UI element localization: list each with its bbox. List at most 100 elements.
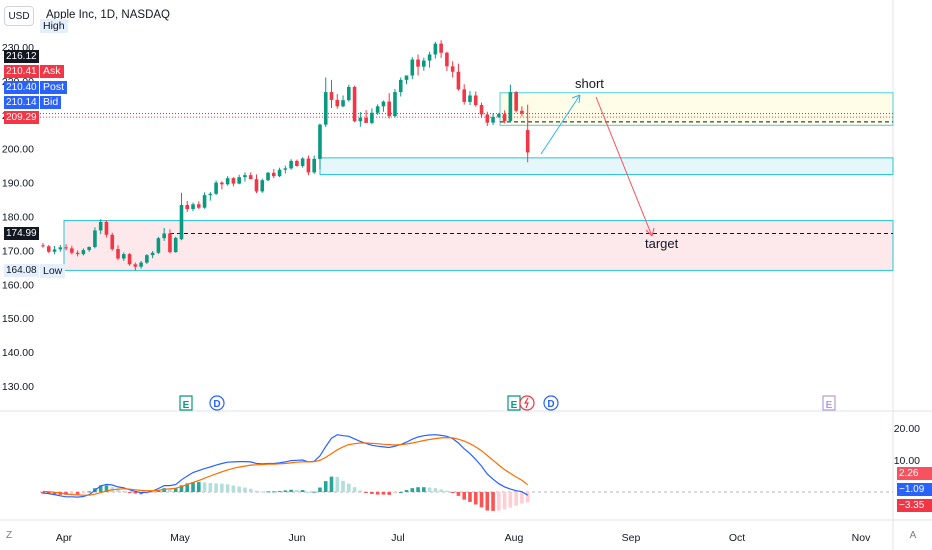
macd-hist-bar [168,488,172,492]
candle [133,262,138,271]
auto-scale-button[interactable]: A [909,530,917,541]
candle [520,106,524,117]
candle-body [266,172,270,181]
candle [352,85,357,123]
candle [445,51,449,72]
candle [312,155,316,174]
price-tick-label: 170.00 [2,245,34,257]
candle [150,251,155,259]
candle [491,113,495,125]
dividend-marker-circle [543,395,559,411]
candle-body [231,178,236,184]
earnings-marker-upcoming: E [822,395,836,411]
candle-body [491,116,495,123]
candle-body [364,117,368,123]
candle [318,123,322,170]
candle [237,174,241,185]
high-price-label: 216.12 [4,50,39,63]
macd-hist-bar [468,492,472,502]
time-axis: Apr May Jun Jul Aug Sep Oct Nov [56,532,871,544]
candle-body [202,195,207,208]
split-marker [519,395,535,411]
candle [196,201,201,210]
candle [139,260,143,269]
annot-layer: short target E E E D D [179,76,836,411]
candle [41,242,45,248]
candle [156,236,161,255]
macd-diff-badge: −3.35 [897,499,932,512]
macd-hist-bar [220,483,224,492]
candle [121,252,126,261]
macd-hist-bar [300,490,305,492]
candle [364,110,368,123]
time-tick-label: Aug [505,532,524,544]
price-tick-label: 150.00 [2,313,34,325]
macd-hist-bar [358,490,363,492]
candle [52,245,57,255]
candle-body [381,101,386,107]
candle-body [196,204,201,208]
macd-hist-bar [202,482,207,492]
candle-body [116,249,120,259]
macd-hist-bar [520,492,524,504]
candle-body [410,59,415,76]
candle [502,110,507,124]
candle [468,91,472,105]
macd-hist-bar [450,492,455,493]
post-price-label: 210.40 [4,81,39,94]
candle-body [525,130,530,153]
demand-zone-lower [63,220,894,271]
candle-body [295,160,299,166]
earnings-marker-text: E [183,400,190,411]
candle [179,192,184,241]
candle [283,165,288,174]
candle-body [318,124,322,159]
candle-body [168,233,172,253]
candle-body [185,204,190,210]
candle-body [58,247,63,250]
candle-body [416,59,420,67]
candle [387,93,391,119]
time-tick-label: Apr [56,532,73,544]
macd-hist-bar [312,491,316,493]
candle-body [352,87,357,122]
earnings-marker: E [507,395,521,411]
candle [202,192,207,209]
macd-hist-bar [81,492,86,494]
macd-hist-bar [231,485,236,492]
candle-body [289,160,293,169]
macd-hist-bar [398,492,403,493]
candle-body [277,169,282,177]
candle [422,57,426,71]
drop-arrow-head [645,227,655,237]
candle [329,79,334,109]
macd-hist-bar [254,490,259,492]
candle [266,171,270,182]
currency-button[interactable]: USD [4,6,34,26]
macd-hist-bar [352,487,357,492]
candle-body [497,114,501,117]
candle [98,219,103,235]
candle [323,77,328,128]
candle [168,229,172,254]
time-tick-label: Jun [289,532,306,544]
macd-hist-bar [404,490,409,492]
candle [191,202,195,212]
candle [225,176,230,186]
candle-body [208,193,213,196]
candle-body [162,233,166,239]
timezone-button[interactable]: Z [5,530,13,541]
candle-body [145,255,149,263]
low-label: Low [40,264,66,278]
candle [110,232,115,251]
candle-body [150,252,155,256]
macd-hist-bar [191,482,195,492]
candle-body [81,250,86,255]
candle [162,228,166,241]
candle-body [306,158,311,173]
macd-hist-bar [329,476,334,492]
candle [485,111,490,126]
macd-hist-bar [427,487,432,492]
macd-hist-bar [185,483,190,492]
